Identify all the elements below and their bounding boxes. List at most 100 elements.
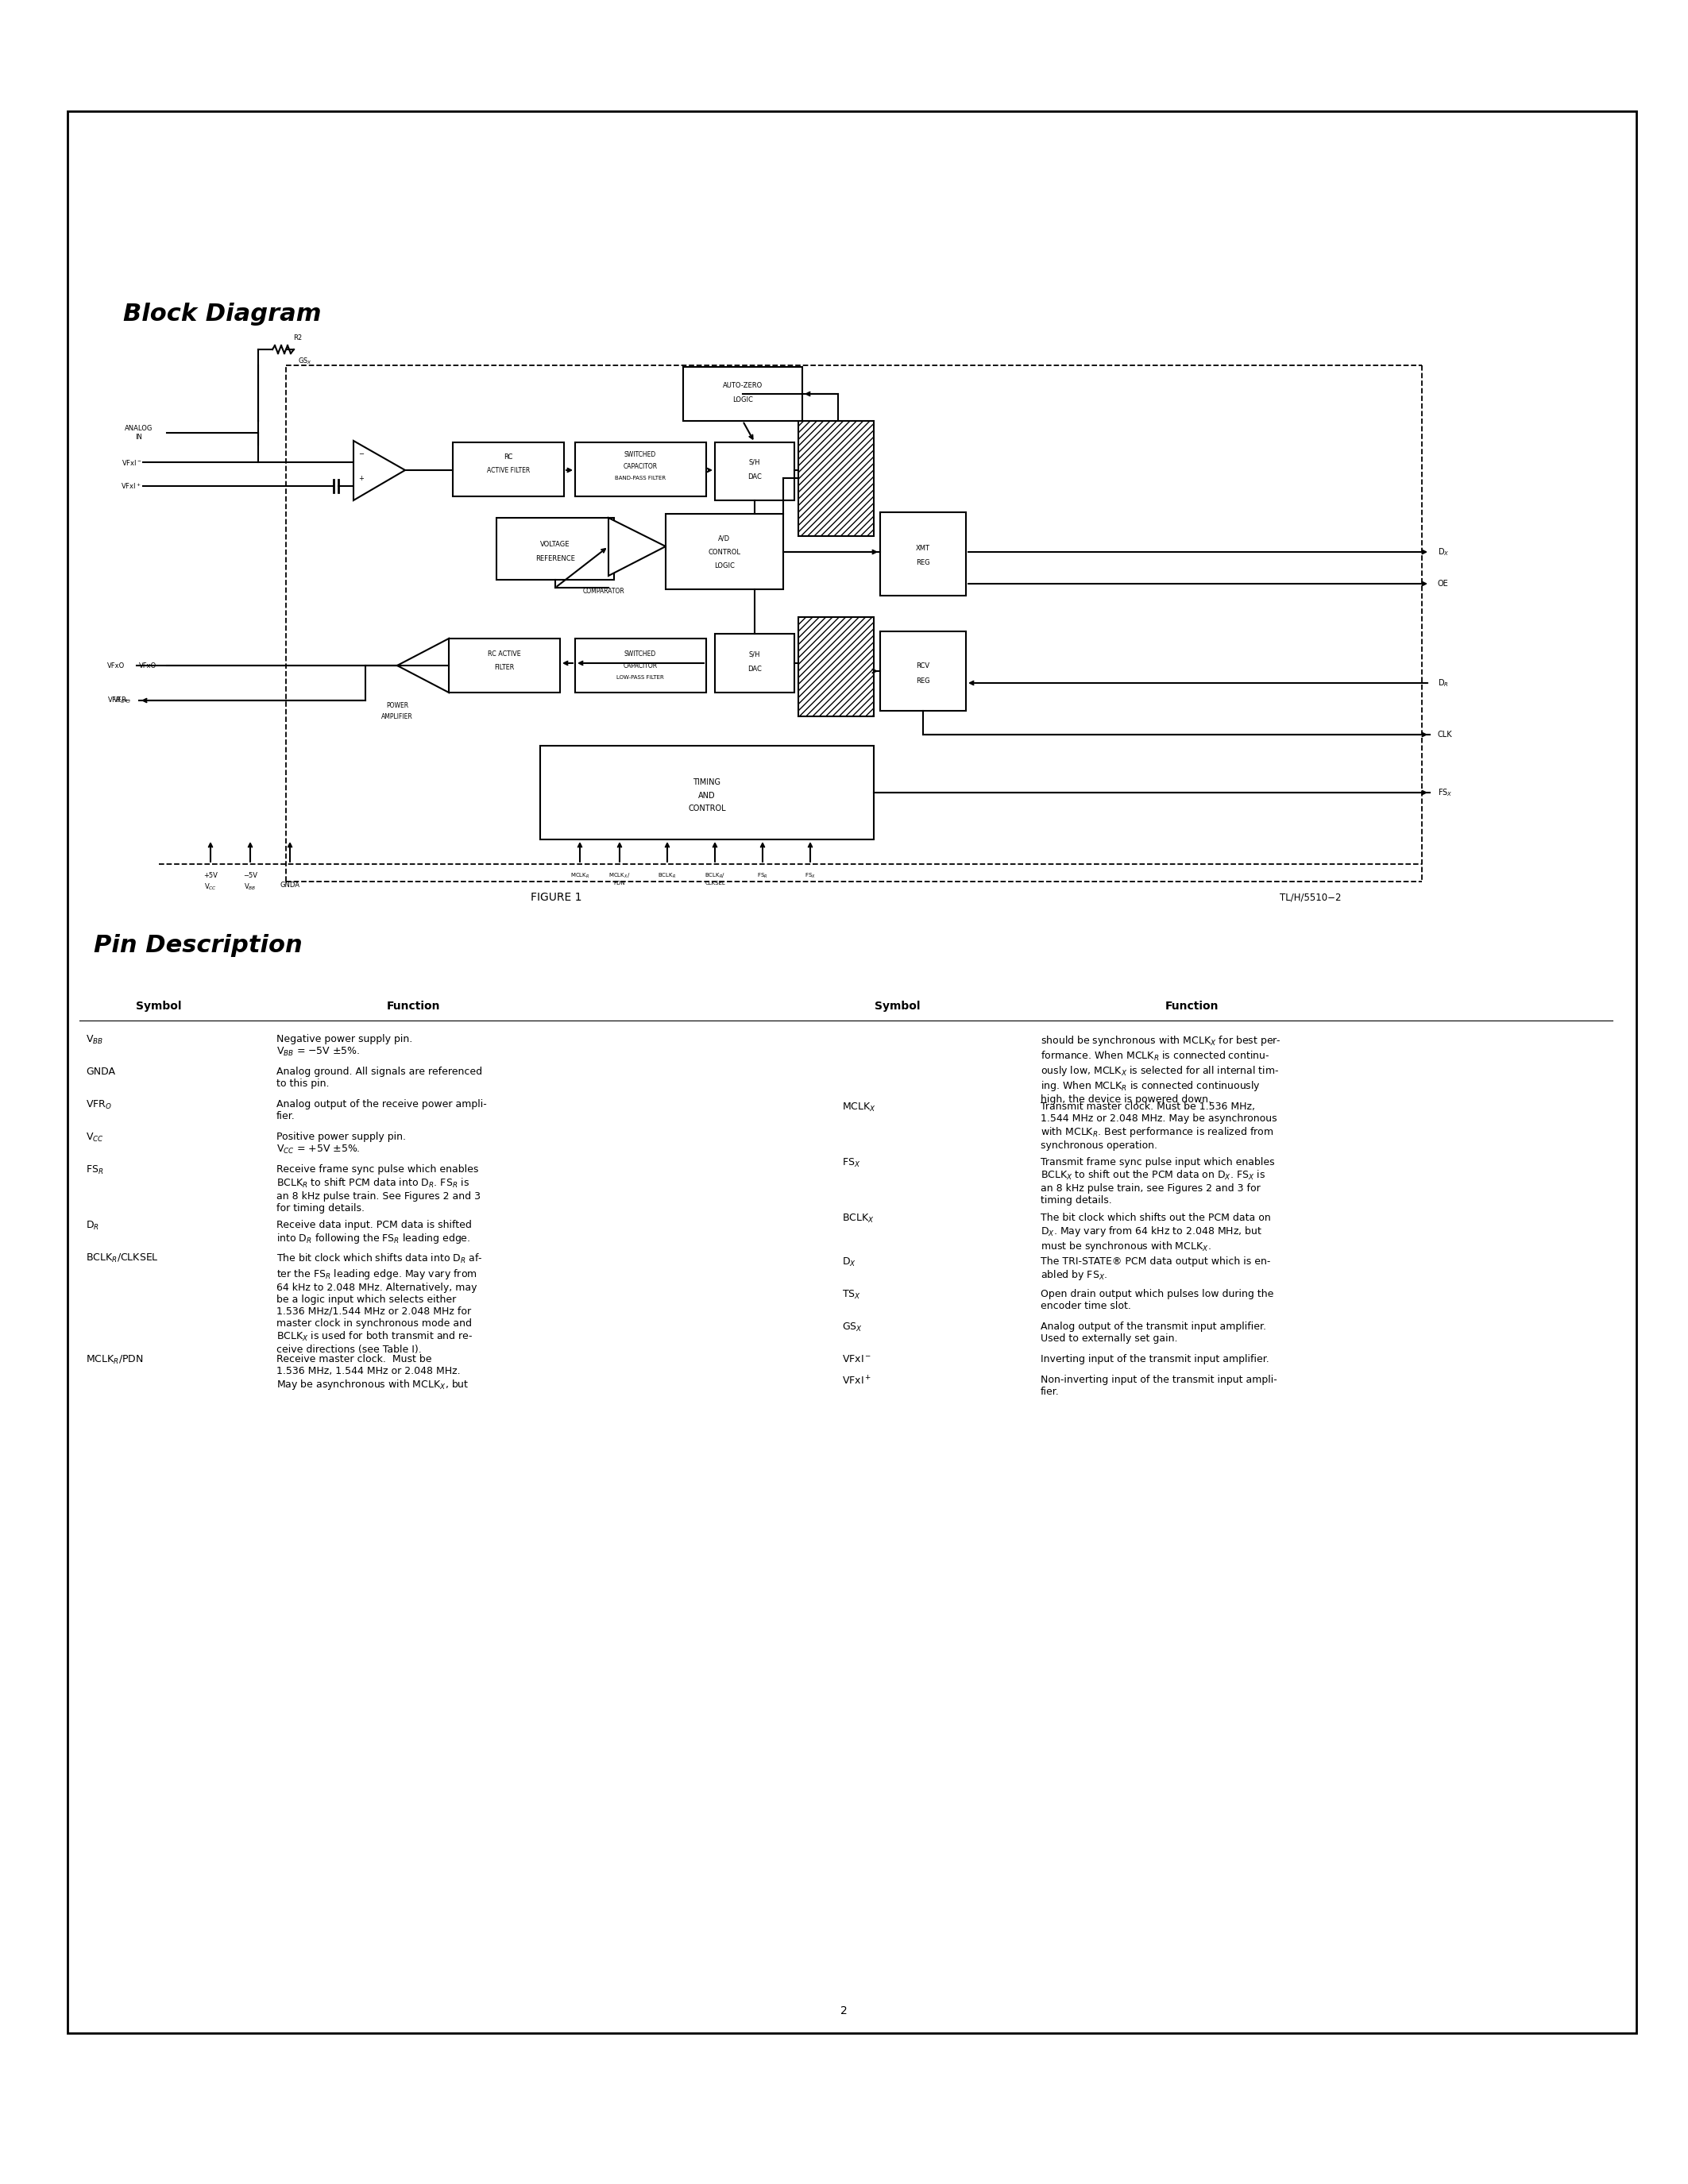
Bar [665,513,783,590]
Text: Analog output of the transmit input amplifier.
Used to externally set gain.: Analog output of the transmit input ampl… [1040,1321,1266,1343]
Text: Function: Function [387,1000,441,1011]
Text: VFR$_O$←: VFR$_O$← [108,695,132,705]
Text: Transmit frame sync pulse input which enables
BCLK$_X$ to shift out the PCM data: Transmit frame sync pulse input which en… [1040,1158,1274,1206]
Polygon shape [353,441,405,500]
Text: Symbol: Symbol [874,1000,920,1011]
Text: V$_{CC}$: V$_{CC}$ [204,882,216,891]
Text: VFR$_O$: VFR$_O$ [86,1099,111,1112]
Text: TL/H/5510−2: TL/H/5510−2 [1280,893,1342,902]
Bar [576,638,706,692]
Text: POWER: POWER [387,701,408,710]
Text: VOLTAGE: VOLTAGE [540,539,571,548]
Text: The bit clock which shifts data into D$_R$ af-
ter the FS$_R$ leading edge. May : The bit clock which shifts data into D$_… [277,1251,483,1354]
Text: LOGIC: LOGIC [733,395,753,404]
Text: Analog ground. All signals are referenced
to this pin.: Analog ground. All signals are reference… [277,1066,483,1090]
Text: Negative power supply pin.
V$_{BB}$ = −5V ±5%.: Negative power supply pin. V$_{BB}$ = −5… [277,1033,412,1057]
Bar [576,443,706,496]
Text: GS$_X$: GS$_X$ [842,1321,863,1334]
Text: CONTROL: CONTROL [709,548,741,555]
Text: FS$_R$: FS$_R$ [86,1164,103,1177]
Text: VFR$_O$: VFR$_O$ [113,695,132,705]
Text: D$_X$: D$_X$ [842,1256,856,1269]
Bar [879,513,966,596]
Text: FS$_X$: FS$_X$ [805,871,815,880]
Bar [452,443,564,496]
Text: GS$_X$: GS$_X$ [297,356,312,365]
Text: MCLK$_X$/
PDN: MCLK$_X$/ PDN [609,871,631,887]
Text: SWITCHED: SWITCHED [625,651,657,657]
Text: XMT: XMT [917,544,930,553]
Text: CLK: CLK [1438,732,1453,738]
Text: +: + [358,474,365,483]
Text: −: − [358,450,365,459]
Text: Transmit master clock. Must be 1.536 MHz,
1.544 MHz or 2.048 MHz. May be asynchr: Transmit master clock. Must be 1.536 MHz… [1040,1101,1278,1151]
Text: LOGIC: LOGIC [714,561,734,570]
Text: Receive master clock.  Must be
1.536 MHz, 1.544 MHz or 2.048 MHz.
May be asynchr: Receive master clock. Must be 1.536 MHz,… [277,1354,469,1391]
Bar [716,443,795,500]
Bar [716,633,795,692]
Text: MCLK$_R$/PDN: MCLK$_R$/PDN [86,1354,143,1365]
Text: R2: R2 [294,334,302,341]
Text: −5V: −5V [243,871,257,880]
Text: VFxI$^+$: VFxI$^+$ [842,1376,871,1387]
Text: REG: REG [917,677,930,684]
Text: VFxI$^+$: VFxI$^+$ [122,480,142,491]
Text: Analog output of the receive power ampli-
fier.: Analog output of the receive power ampli… [277,1099,486,1120]
Text: The TRI-STATE® PCM data output which is en-
abled by FS$_X$.: The TRI-STATE® PCM data output which is … [1040,1256,1271,1282]
Bar [68,111,1636,2033]
Text: V$_{BB}$: V$_{BB}$ [86,1033,103,1046]
Text: REG: REG [917,559,930,566]
Text: BCLK$_R$/
CLKSEL: BCLK$_R$/ CLKSEL [704,871,726,887]
Bar [684,367,802,422]
Bar [798,422,874,535]
Text: V$_{CC}$: V$_{CC}$ [86,1131,105,1144]
Text: FS$_X$: FS$_X$ [1438,786,1453,797]
Text: Receive data input. PCM data is shifted
into D$_R$ following the FS$_R$ leading : Receive data input. PCM data is shifted … [277,1221,471,1245]
Text: DAC: DAC [748,474,761,480]
Text: Receive frame sync pulse which enables
BCLK$_R$ to shift PCM data into D$_R$. FS: Receive frame sync pulse which enables B… [277,1164,481,1212]
Text: Pin Description: Pin Description [95,933,302,957]
Text: SWITCHED: SWITCHED [625,450,657,459]
Text: D$_X$: D$_X$ [1438,546,1450,557]
Text: TS$_X$: TS$_X$ [842,1289,861,1302]
Text: RC: RC [503,452,513,461]
Text: BAND-PASS FILTER: BAND-PASS FILTER [614,476,665,480]
Text: BCLK$_R$/CLKSEL: BCLK$_R$/CLKSEL [86,1251,159,1265]
Text: FS$_X$: FS$_X$ [842,1158,861,1168]
Text: Positive power supply pin.
V$_{CC}$ = +5V ±5%.: Positive power supply pin. V$_{CC}$ = +5… [277,1131,405,1155]
Text: ACTIVE FILTER: ACTIVE FILTER [486,467,530,474]
Text: BCLK$_R$: BCLK$_R$ [658,871,677,880]
Text: S/H: S/H [749,459,760,465]
Text: MCLK$_X$: MCLK$_X$ [842,1101,876,1114]
Text: CAPACITOR: CAPACITOR [623,463,657,470]
Text: TIMING: TIMING [694,778,721,786]
Text: AUTO-ZERO: AUTO-ZERO [722,382,763,389]
Text: AND: AND [699,793,716,799]
Text: REFERENCE: REFERENCE [535,555,576,561]
Text: DAC: DAC [748,666,761,673]
Text: should be synchronous with MCLK$_X$ for best per-
formance. When MCLK$_R$ is con: should be synchronous with MCLK$_X$ for … [1040,1033,1281,1105]
Text: FS$_R$: FS$_R$ [758,871,768,880]
Text: MCLK$_R$: MCLK$_R$ [571,871,589,880]
Text: 2: 2 [841,2005,847,2016]
Text: Inverting input of the transmit input amplifier.: Inverting input of the transmit input am… [1040,1354,1269,1365]
Text: OE: OE [1438,579,1448,587]
Text: S/H: S/H [749,651,760,657]
Text: The bit clock which shifts out the PCM data on
D$_X$. May vary from 64 kHz to 2.: The bit clock which shifts out the PCM d… [1040,1212,1271,1254]
Text: COMPARATOR: COMPARATOR [582,587,625,594]
Text: VFxI$^-$: VFxI$^-$ [122,459,142,467]
Text: GNDA: GNDA [280,882,300,889]
Text: +5V: +5V [204,871,218,880]
Text: Symbol: Symbol [137,1000,182,1011]
Text: RCV: RCV [917,662,930,668]
Text: RC ACTIVE: RC ACTIVE [488,651,522,657]
Bar [798,618,874,716]
Text: Block Diagram: Block Diagram [123,301,321,325]
Text: D$_R$: D$_R$ [86,1221,100,1232]
Text: V$_{BB}$: V$_{BB}$ [245,882,257,891]
Text: Open drain output which pulses low during the
encoder time slot.: Open drain output which pulses low durin… [1040,1289,1274,1310]
Text: VFxO: VFxO [138,662,157,668]
Text: BCLK$_X$: BCLK$_X$ [842,1212,874,1225]
Text: CONTROL: CONTROL [689,804,726,812]
Text: FILTER: FILTER [495,664,515,670]
